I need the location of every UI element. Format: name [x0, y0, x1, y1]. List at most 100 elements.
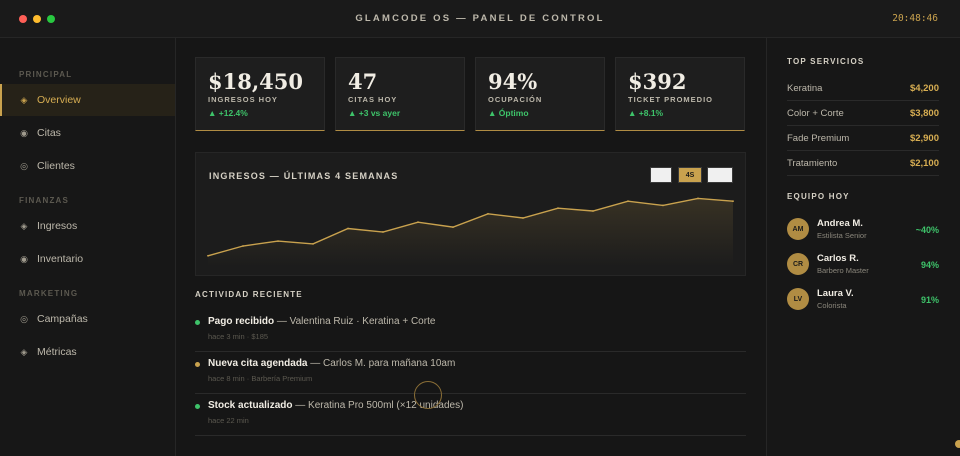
activity-meta: hace 8 min · Barbería Premium — [208, 374, 313, 383]
range-button-1s[interactable]: 1S — [650, 167, 672, 183]
activity-title: ACTIVIDAD RECIENTE — [195, 290, 303, 299]
service-name: Tratamiento — [787, 157, 838, 169]
right-panel: TOP SERVICIOS Keratina $4,200 Color + Co… — [766, 38, 960, 456]
inventory-icon: ◉ — [20, 253, 28, 264]
avatar: AM — [787, 218, 809, 240]
diamond-icon: ◈ — [20, 94, 28, 105]
status-dot — [195, 320, 200, 325]
title-bar: GLAMCODE OS — PANEL DE CONTROL 20:48:46 — [0, 0, 960, 38]
service-price: $3,800 — [909, 107, 939, 119]
sidebar-item-label: Overview — [37, 94, 81, 106]
main-content: $18,450 INGRESOS HOY ▲ +12.4% 47 CITAS H… — [176, 38, 766, 456]
kpi-delta: ▲ Óptimo — [488, 108, 529, 118]
service-name: Keratina — [787, 82, 823, 94]
income-icon: ◈ — [20, 220, 28, 231]
activity-meta: hace 3 min · $185 — [208, 332, 269, 341]
status-dot — [195, 362, 200, 367]
service-price: $2,100 — [909, 157, 939, 169]
kpi-label: CITAS HOY — [348, 95, 398, 104]
service-row[interactable]: Tratamiento $2,100 — [787, 151, 939, 176]
sidebar-item-metricas[interactable]: ◈ Métricas — [0, 336, 175, 368]
kpi-delta: ▲ +3 vs ayer — [348, 108, 401, 118]
sidebar-item-campanas[interactable]: ◎ Campañas — [0, 303, 175, 335]
activity-item[interactable]: Nueva cita agendada — Carlos M. para mañ… — [195, 352, 746, 394]
chart-point-0 — [207, 254, 209, 257]
activity-item[interactable]: Pago recibido — Valentina Ruiz · Keratin… — [195, 310, 746, 352]
chart-area-fill — [208, 198, 733, 267]
kpi-card-ticket: $392 TICKET PROMEDIO ▲ +8.1% — [615, 57, 745, 131]
sidebar-item-label: Citas — [37, 127, 61, 139]
chart-point-5 — [382, 231, 384, 233]
activity-item[interactable]: Stock actualizado — Keratina Pro 500ml (… — [195, 394, 746, 436]
chart-point-6 — [417, 221, 419, 224]
team-member[interactable]: CR Carlos R. Barbero Master 94% — [787, 251, 939, 277]
kpi-card-ocupacion: 94% OCUPACIÓN ▲ Óptimo — [475, 57, 605, 131]
kpi-label: OCUPACIÓN — [488, 95, 543, 104]
chart-point-9 — [522, 217, 524, 219]
revenue-chart-card: INGRESOS — ÚLTIMAS 4 SEMANAS 1S 4S 3M — [195, 152, 746, 276]
member-role: Colorista — [817, 301, 847, 310]
sidebar-item-overview[interactable]: ◈ Overview — [0, 84, 175, 116]
chart-point-1 — [242, 245, 244, 247]
chart-point-7 — [452, 226, 454, 228]
campaign-icon: ◎ — [20, 313, 28, 324]
team-member[interactable]: LV Laura V. Colorista 91% — [787, 286, 939, 312]
kpi-value: 47 — [348, 69, 378, 94]
calendar-icon: ◉ — [20, 127, 28, 138]
range-button-3m[interactable]: 3M — [707, 167, 733, 183]
activity-event: Stock actualizado — [208, 400, 293, 411]
service-row[interactable]: Keratina $4,200 — [787, 76, 939, 101]
service-row[interactable]: Fade Premium $2,900 — [787, 126, 939, 151]
activity-event: Nueva cita agendada — [208, 358, 308, 369]
member-name: Laura V. — [817, 288, 854, 299]
chart-point-15 — [732, 200, 734, 203]
sidebar-section-marketing: MARKETING — [19, 289, 79, 298]
member-name: Carlos R. — [817, 253, 859, 264]
metrics-icon: ◈ — [20, 346, 28, 357]
corner-indicator-icon — [955, 440, 960, 448]
kpi-value: $18,450 — [208, 69, 303, 94]
chart-point-14 — [697, 197, 699, 200]
service-price: $4,200 — [909, 82, 939, 94]
service-price: $2,900 — [909, 132, 939, 144]
sidebar-item-inventario[interactable]: ◉ Inventario — [0, 243, 175, 275]
sidebar-item-label: Clientes — [37, 160, 75, 172]
chart-point-8 — [487, 212, 489, 215]
chart-point-11 — [592, 210, 594, 212]
minimize-window-button[interactable] — [33, 15, 41, 23]
sidebar-item-ingresos[interactable]: ◈ Ingresos — [0, 210, 175, 242]
team-member[interactable]: AM Andrea M. Estilista Senior ~40% — [787, 216, 939, 242]
activity-meta: hace 22 min — [208, 416, 249, 425]
range-button-4s[interactable]: 4S — [678, 167, 702, 183]
kpi-delta: ▲ +8.1% — [628, 108, 664, 118]
sidebar-item-clientes[interactable]: ◎ Clientes — [0, 150, 175, 182]
activity-event: Pago recibido — [208, 316, 275, 327]
kpi-card-ingresos: $18,450 INGRESOS HOY ▲ +12.4% — [195, 57, 325, 131]
member-occupancy: ~40% — [915, 225, 939, 235]
close-window-button[interactable] — [19, 15, 27, 23]
member-occupancy: 94% — [920, 260, 939, 270]
chart-point-10 — [557, 207, 559, 210]
chart-point-12 — [627, 200, 629, 203]
member-name: Andrea M. — [817, 218, 863, 229]
sidebar-section-principal: PRINCIPAL — [19, 70, 73, 79]
activity-detail: — Keratina Pro 500ml (×12 unidades) — [292, 400, 464, 411]
chart-point-3 — [312, 243, 314, 245]
service-row[interactable]: Color + Corte $3,800 — [787, 101, 939, 126]
chart-point-13 — [662, 204, 664, 207]
revenue-chart — [207, 197, 734, 267]
clients-icon: ◎ — [20, 160, 28, 171]
chart-point-4 — [347, 227, 349, 230]
member-role: Estilista Senior — [817, 231, 867, 240]
avatar: CR — [787, 253, 809, 275]
kpi-label: TICKET PROMEDIO — [628, 95, 714, 104]
window-title: GLAMCODE OS — PANEL DE CONTROL — [355, 13, 605, 24]
sidebar-item-citas[interactable]: ◉ Citas — [0, 117, 175, 149]
chart-title: INGRESOS — ÚLTIMAS 4 SEMANAS — [209, 171, 399, 181]
service-name: Fade Premium — [787, 132, 850, 144]
sidebar: PRINCIPAL ◈ Overview ◉ Citas ◎ Clientes … — [0, 38, 176, 456]
team-title: EQUIPO HOY — [787, 192, 850, 201]
maximize-window-button[interactable] — [47, 15, 55, 23]
kpi-value: 94% — [488, 69, 538, 94]
activity-detail: — Valentina Ruiz · Keratina + Corte — [274, 316, 436, 327]
